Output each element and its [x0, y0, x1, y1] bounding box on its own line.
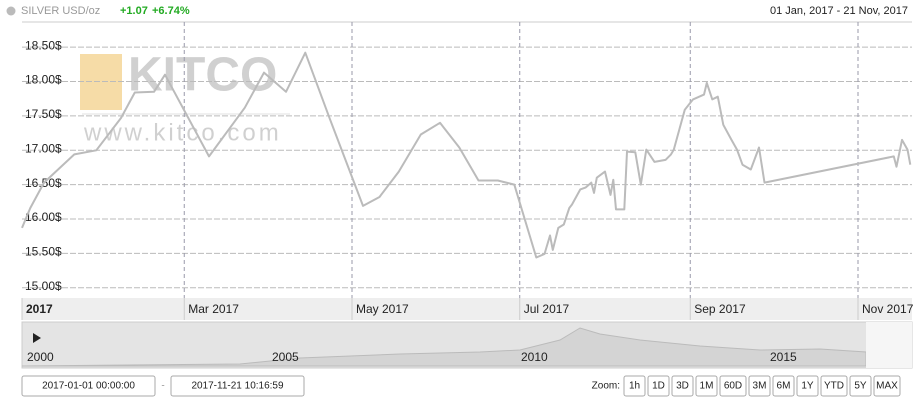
from-input[interactable]: 2017-01-01 00:00:00 — [42, 381, 135, 392]
to-input-box[interactable] — [170, 375, 305, 397]
navigator-area — [21, 327, 867, 367]
x-tick-label: Jul 2017 — [524, 302, 570, 316]
range-text: 01 Jan, 2017 - 21 Nov, 2017 — [770, 5, 908, 17]
zoom-button-box[interactable] — [671, 375, 694, 397]
series-dot — [6, 6, 16, 16]
navigator-label: 2010 — [521, 350, 548, 364]
navigator-label: 2000 — [27, 350, 54, 364]
zoom-button-box[interactable] — [772, 375, 795, 397]
x-tick-label: Nov 2017 — [862, 302, 914, 316]
zoom-button-box[interactable] — [849, 375, 872, 397]
y-tick-label: 18.50$ — [25, 38, 62, 52]
navigator-label: 2015 — [770, 350, 797, 364]
series-line — [21, 51, 912, 259]
zoom-button[interactable]: 3D — [676, 381, 689, 392]
separator: - — [161, 381, 164, 392]
play-icon[interactable] — [33, 333, 41, 343]
watermark: KITCO www.kitco.com — [80, 49, 290, 146]
zoom-button[interactable]: MAX — [876, 381, 898, 392]
change-percent: +6.74% — [152, 5, 190, 17]
change: +1.07 — [120, 5, 148, 17]
y-tick-label: 15.00$ — [25, 279, 62, 293]
symbol: SILVER USD/oz — [21, 5, 100, 17]
x-axis-band — [22, 298, 912, 320]
y-tick-label: 17.00$ — [25, 141, 62, 155]
logo-text: KITCO — [128, 49, 277, 102]
x-tick-label: May 2017 — [356, 302, 409, 316]
zoom-button[interactable]: 3M — [753, 381, 767, 392]
zoom-button[interactable]: 1h — [629, 381, 640, 392]
zoom-button[interactable]: 6M — [777, 381, 791, 392]
zoom-button-box[interactable] — [695, 375, 718, 397]
zoom-button-box[interactable] — [748, 375, 771, 397]
navigator-window — [866, 322, 912, 368]
zoom-button-box[interactable] — [647, 375, 670, 397]
y-tick-label: 15.50$ — [25, 245, 62, 259]
zoom-button[interactable]: 1D — [652, 381, 665, 392]
navigator-label: 2005 — [272, 350, 299, 364]
zoom-button[interactable]: YTD — [824, 381, 844, 392]
y-tick-label: 16.00$ — [25, 210, 62, 224]
logo-url: www.kitco.com — [83, 119, 282, 146]
zoom-button-box[interactable] — [820, 375, 848, 397]
from-input-box[interactable] — [21, 375, 156, 397]
zoom-button[interactable]: 1M — [700, 381, 714, 392]
zoom-button-box[interactable] — [719, 375, 747, 397]
zoom-button-box[interactable] — [873, 375, 901, 397]
x-tick-label: 2017 — [26, 302, 53, 316]
x-tick-label: Sep 2017 — [694, 302, 746, 316]
y-tick-label: 17.50$ — [25, 107, 62, 121]
zoom-button[interactable]: 5Y — [854, 381, 867, 392]
y-tick-label: 18.00$ — [25, 73, 62, 87]
zoom-label: Zoom: — [592, 381, 620, 392]
x-tick-label: Mar 2017 — [188, 302, 239, 316]
zoom-button[interactable]: 60D — [724, 381, 742, 392]
to-input[interactable]: 2017-11-21 10:16:59 — [191, 381, 284, 392]
zoom-button-box[interactable] — [796, 375, 819, 397]
zoom-button[interactable]: 1Y — [801, 381, 814, 392]
zoom-button-box[interactable] — [623, 375, 646, 397]
